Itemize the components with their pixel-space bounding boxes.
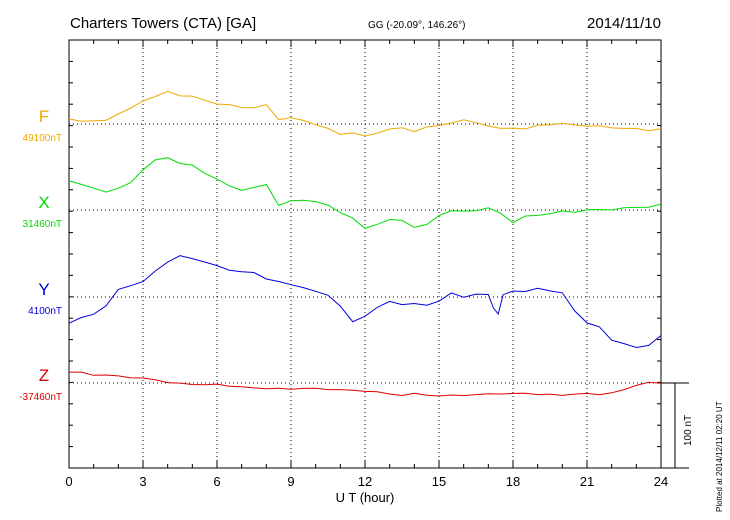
component-label-y: Y	[38, 280, 49, 299]
series-line-f	[68, 90, 662, 137]
series-line-y	[68, 255, 662, 349]
component-label-f: F	[39, 107, 49, 126]
x-tick-label: 3	[139, 474, 146, 489]
component-label-z: Z	[39, 366, 49, 385]
baseline-label-y: 4100nT	[28, 306, 62, 317]
grid	[69, 40, 661, 468]
series-line-z	[69, 371, 662, 397]
x-tick-label: 6	[213, 474, 220, 489]
axis-ticks	[68, 39, 662, 469]
series-line-x	[68, 157, 662, 229]
scale-label: 100 nT	[683, 415, 694, 446]
x-tick-label: 18	[506, 474, 520, 489]
series-lines	[68, 90, 662, 397]
x-tick-label: 15	[432, 474, 446, 489]
x-tick-labels: 0 3 6 9 12 15 18 21 24	[65, 474, 668, 489]
station-title: Charters Towers (CTA) [GA]	[70, 15, 256, 32]
x-axis-label: U T (hour)	[336, 490, 395, 505]
x-tick-label: 9	[287, 474, 294, 489]
baseline-label-x: 31460nT	[23, 219, 62, 230]
x-tick-label: 21	[580, 474, 594, 489]
plotted-note: Plotted at 2014/12/11 02:20 UT	[715, 401, 724, 512]
baseline-label-z: -37460nT	[19, 392, 62, 403]
baseline-label-f: 49100nT	[23, 133, 62, 144]
component-label-x: X	[38, 193, 49, 212]
scale-bar: 100 nT	[661, 382, 694, 469]
x-tick-label: 24	[654, 474, 668, 489]
x-tick-label: 0	[65, 474, 72, 489]
x-tick-label: 12	[358, 474, 372, 489]
date-label: 2014/11/10	[587, 15, 661, 32]
component-labels: F 49100nT X 31460nT Y 4100nT Z -37460nT	[19, 107, 62, 403]
coordinates: GG (-20.09°, 146.26°)	[368, 20, 466, 31]
